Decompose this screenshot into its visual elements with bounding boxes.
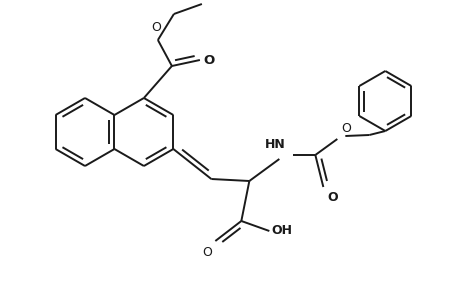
Text: O: O	[202, 246, 212, 259]
Text: OH: OH	[271, 224, 292, 238]
Text: HN: HN	[265, 138, 285, 151]
Text: O: O	[341, 122, 350, 135]
Text: O: O	[202, 53, 214, 67]
Text: O: O	[151, 21, 161, 34]
Text: O: O	[327, 191, 337, 204]
